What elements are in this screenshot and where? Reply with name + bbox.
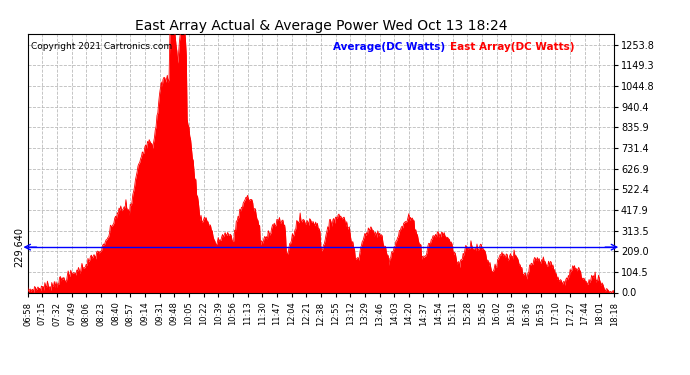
Text: Average(DC Watts): Average(DC Watts) [333,42,452,51]
Text: East Array(DC Watts): East Array(DC Watts) [450,42,574,51]
Title: East Array Actual & Average Power Wed Oct 13 18:24: East Array Actual & Average Power Wed Oc… [135,19,507,33]
Text: Copyright 2021 Cartronics.com: Copyright 2021 Cartronics.com [30,42,172,51]
Text: 229.640: 229.640 [14,227,25,267]
